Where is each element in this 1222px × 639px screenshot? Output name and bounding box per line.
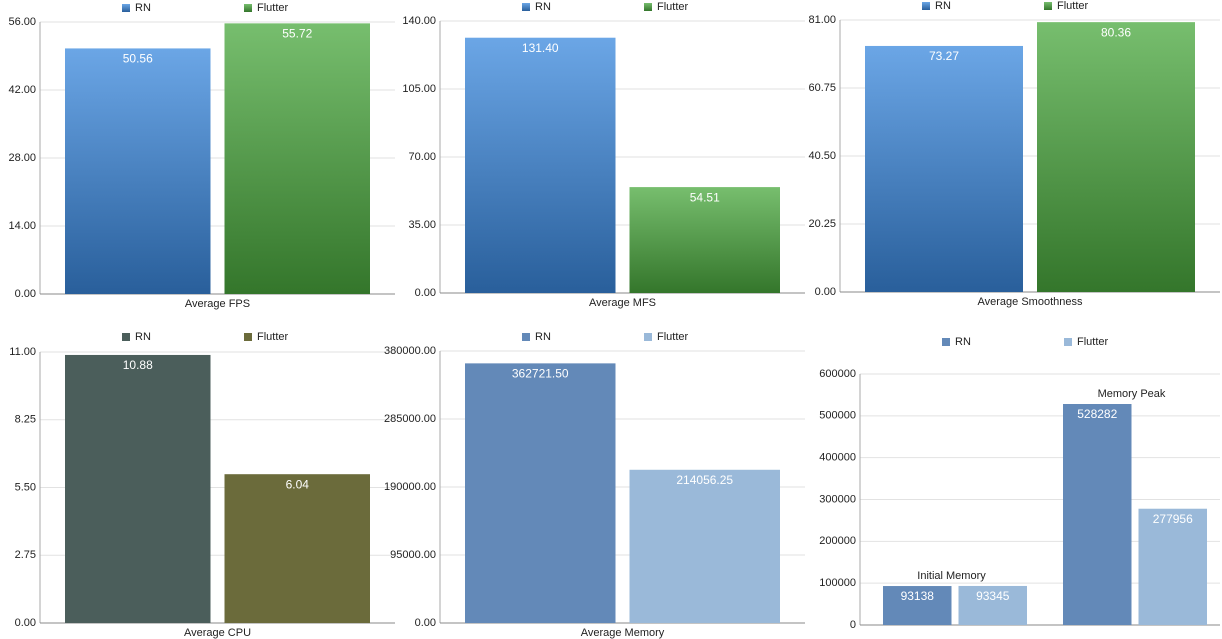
bar [224,23,370,295]
value-label: 54.51 [690,190,720,204]
value-label: 50.56 [123,52,153,66]
chart: 0.00 20.25 40.50 60.75 81.00 73.27 80.36 Averag… [808,0,1220,308]
legend-swatch [644,3,652,11]
y-tick-label: 190000.00 [384,481,436,493]
y-tick-label: 0.00 [815,286,836,298]
bar [629,469,780,623]
bar [1063,404,1132,625]
y-tick-label: 28.00 [8,152,36,164]
bar [65,354,211,623]
y-tick-label: 8.25 [15,414,36,426]
legend-label: RN [935,0,951,12]
bar [465,363,616,623]
legend-swatch [1044,2,1052,10]
y-tick-label: 14.00 [8,220,36,232]
y-tick-label: 0 [850,619,856,631]
legend-swatch [942,338,950,346]
value-label: 73.27 [929,49,959,63]
y-tick-label: 35.00 [408,219,436,231]
y-tick-label: 0.00 [415,617,436,629]
value-label: 55.72 [282,27,312,41]
bar [958,585,1027,625]
y-tick-label: 140.00 [402,15,436,27]
y-tick-label: 285000.00 [384,413,436,425]
bar [65,48,211,295]
legend-label: RN [535,1,551,13]
legend-swatch [244,333,252,341]
legend-label: RN [135,2,151,14]
category-label: Average CPU [184,627,251,639]
chart: 0.00 14.00 28.00 42.00 56.00 50.56 55.72 Averag… [8,2,395,310]
legend-label: RN [535,331,551,343]
y-tick-label: 380000.00 [384,345,436,357]
category-label: Average MFS [589,297,656,309]
legend-label: RN [955,336,971,348]
legend-swatch [522,3,530,11]
y-tick-label: 81.00 [808,14,836,26]
value-label: 131.40 [522,41,559,55]
legend-swatch [644,333,652,341]
legend-swatch [122,4,130,12]
y-tick-label: 0.00 [15,617,36,629]
y-tick-label: 95000.00 [390,549,436,561]
y-tick-label: 0.00 [15,288,36,300]
bar [465,37,616,293]
legend-label: Flutter [257,331,289,343]
chart: 0.00 95000.00 190000.00 285000.00 380000.00 3… [384,331,805,639]
legend-label: RN [135,331,151,343]
y-tick-label: 40.50 [808,150,836,162]
chart: 0 100000 200000 300000 400000 500000 600000 931… [819,336,1220,631]
y-tick-label: 100000 [819,577,856,589]
legend-swatch [1064,338,1072,346]
bar [883,586,952,625]
value-label: 277956 [1153,512,1193,526]
value-label: 10.88 [123,358,153,372]
legend-label: Flutter [1057,0,1089,12]
y-tick-label: 2.75 [15,549,36,561]
bar [224,474,370,623]
y-tick-label: 300000 [819,493,856,505]
y-tick-label: 600000 [819,368,856,380]
y-tick-label: 5.50 [15,481,36,493]
value-label: 214056.25 [676,473,733,487]
bar [865,45,1023,292]
bar [629,187,780,293]
value-label: 93345 [976,589,1010,603]
legend-label: Flutter [1077,336,1109,348]
value-label: 80.36 [1101,25,1131,39]
y-tick-label: 0.00 [415,287,436,299]
category-label: Initial Memory [917,570,986,582]
y-tick-label: 105.00 [402,83,436,95]
legend-label: Flutter [657,331,689,343]
value-label: 6.04 [286,477,310,491]
y-tick-label: 200000 [819,535,856,547]
category-label: Memory Peak [1098,388,1166,400]
category-label: Average FPS [185,298,250,310]
bar [1037,22,1195,292]
y-tick-label: 20.25 [808,218,836,230]
chart: 0.00 2.75 5.50 8.25 11.00 10.88 6.04 Average CP… [9,331,395,639]
legend-swatch [244,4,252,12]
value-label: 93138 [901,589,935,603]
chart: 0.00 35.00 70.00 105.00 140.00 131.40 54.51 Ave… [402,1,805,309]
y-tick-label: 70.00 [408,151,436,163]
category-label: Average Smoothness [978,296,1083,308]
y-tick-label: 400000 [819,452,856,464]
y-tick-label: 11.00 [9,346,36,358]
value-label: 528282 [1077,407,1117,421]
legend-label: Flutter [657,1,689,13]
value-label: 362721.50 [512,367,569,381]
legend-swatch [122,333,130,341]
legend-swatch [522,333,530,341]
legend-swatch [922,2,930,10]
legend-label: Flutter [257,2,289,14]
y-tick-label: 42.00 [8,84,36,96]
y-tick-label: 60.75 [808,82,836,94]
y-tick-label: 500000 [819,410,856,422]
bar [1138,508,1207,625]
y-tick-label: 56.00 [8,16,36,28]
category-label: Average Memory [581,627,665,639]
